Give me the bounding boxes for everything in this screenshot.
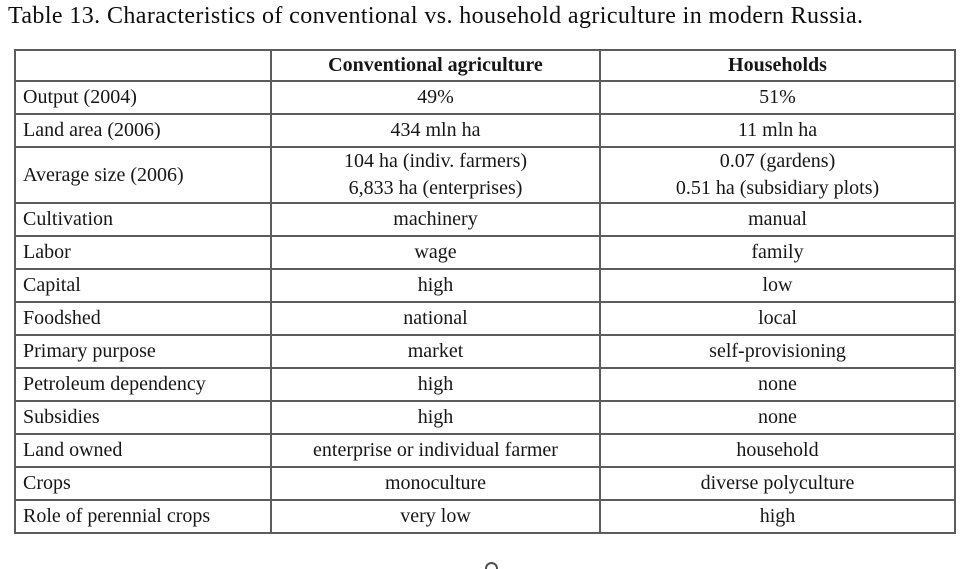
conventional-value: enterprise or individual farmer	[270, 433, 601, 468]
conventional-value: 104 ha (indiv. farmers) 6,833 ha (enterpr…	[270, 146, 601, 204]
table-row: Petroleum dependency high none	[14, 367, 956, 402]
value-line: market	[407, 340, 464, 362]
value-line: household	[736, 439, 819, 461]
value-line: manual	[748, 208, 807, 230]
table-row: Land owned enterprise or individual farme…	[14, 433, 956, 468]
households-value: diverse polyculture	[599, 466, 956, 501]
households-value: family	[599, 235, 956, 270]
comparison-table: Conventional agriculture Households Outp…	[14, 49, 956, 534]
conventional-value: 49%	[270, 80, 601, 115]
value-line: 6,833 ha (enterprises)	[348, 177, 523, 199]
table-caption: Table 13. Characteristics of conventiona…	[8, 3, 864, 29]
conventional-value: wage	[270, 235, 601, 270]
households-value: 51%	[599, 80, 956, 115]
row-label: Foodshed	[14, 301, 272, 336]
value-line: low	[762, 274, 793, 296]
households-value: local	[599, 301, 956, 336]
conventional-value: high	[270, 367, 601, 402]
table-row: Cultivation machinery manual	[14, 202, 956, 237]
households-value: high	[599, 499, 956, 534]
row-label: Labor	[14, 235, 272, 270]
conventional-value: machinery	[270, 202, 601, 237]
table-row: Foodshed national local	[14, 301, 956, 336]
row-label: Land owned	[14, 433, 272, 468]
value-line: high	[417, 274, 454, 296]
households-value: 11 mln ha	[599, 113, 956, 148]
value-line: 11 mln ha	[737, 119, 818, 141]
column-header-conventional: Conventional agriculture	[270, 49, 601, 82]
value-line: high	[759, 505, 796, 527]
value-line: diverse polyculture	[700, 472, 855, 494]
conventional-value: market	[270, 334, 601, 369]
table-body: Output (2004) 49% 51% Land area (2006) 434 m…	[14, 80, 956, 534]
table-row: Capital high low	[14, 268, 956, 303]
header-row: Conventional agriculture Households	[14, 49, 956, 82]
households-value: 0.07 (gardens) 0.51 ha (subsidiary plots)	[599, 146, 956, 204]
conventional-value: 434 mln ha	[270, 113, 601, 148]
row-label: Capital	[14, 268, 272, 303]
households-value: household	[599, 433, 956, 468]
column-header-households: Households	[599, 49, 956, 82]
row-label: Crops	[14, 466, 272, 501]
households-value: manual	[599, 202, 956, 237]
value-line: none	[758, 406, 797, 428]
value-line: family	[751, 241, 804, 263]
row-label: Land area (2006)	[14, 113, 272, 148]
households-value: none	[599, 400, 956, 435]
row-label: Role of perennial crops	[14, 499, 272, 534]
conventional-value: very low	[270, 499, 601, 534]
value-line: 49%	[417, 86, 454, 108]
value-line: 51%	[759, 86, 796, 108]
table-header: Conventional agriculture Households	[14, 49, 956, 82]
row-label: Cultivation	[14, 202, 272, 237]
households-value: none	[599, 367, 956, 402]
row-label: Primary purpose	[14, 334, 272, 369]
row-label: Petroleum dependency	[14, 367, 272, 402]
conventional-value: monoculture	[270, 466, 601, 501]
value-line: machinery	[393, 208, 478, 230]
value-line: high	[417, 406, 454, 428]
table-row: Crops monoculture diverse polyculture	[14, 466, 956, 501]
value-line: 104 ha (indiv. farmers)	[343, 150, 528, 172]
table-row: Average size (2006) 104 ha (indiv. farmer…	[14, 146, 956, 204]
value-line: 0.07 (gardens)	[719, 150, 836, 172]
value-line: high	[417, 373, 454, 395]
conventional-value: high	[270, 400, 601, 435]
cropped-glyph	[485, 562, 500, 569]
table-row: Subsidies high none	[14, 400, 956, 435]
value-line: national	[403, 307, 468, 329]
conventional-value: high	[270, 268, 601, 303]
value-line: local	[758, 307, 797, 329]
table-row: Land area (2006) 434 mln ha 11 mln ha	[14, 113, 956, 148]
value-line: 434 mln ha	[390, 119, 481, 141]
value-line: none	[758, 373, 797, 395]
value-line: enterprise or individual farmer	[313, 439, 558, 461]
households-value: low	[599, 268, 956, 303]
row-label: Output (2004)	[14, 80, 272, 115]
table-row: Primary purpose market self-provisioning	[14, 334, 956, 369]
table-row: Labor wage family	[14, 235, 956, 270]
value-line: monoculture	[384, 472, 487, 494]
value-line: 0.51 ha (subsidiary plots)	[675, 177, 880, 199]
value-line: very low	[400, 505, 471, 527]
corner-cell	[14, 49, 272, 82]
households-value: self-provisioning	[599, 334, 956, 369]
row-label: Subsidies	[14, 400, 272, 435]
value-line: wage	[414, 241, 457, 263]
table-row: Role of perennial crops very low high	[14, 499, 956, 534]
value-line: self-provisioning	[709, 340, 846, 362]
row-label: Average size (2006)	[14, 146, 272, 204]
table-row: Output (2004) 49% 51%	[14, 80, 956, 115]
conventional-value: national	[270, 301, 601, 336]
